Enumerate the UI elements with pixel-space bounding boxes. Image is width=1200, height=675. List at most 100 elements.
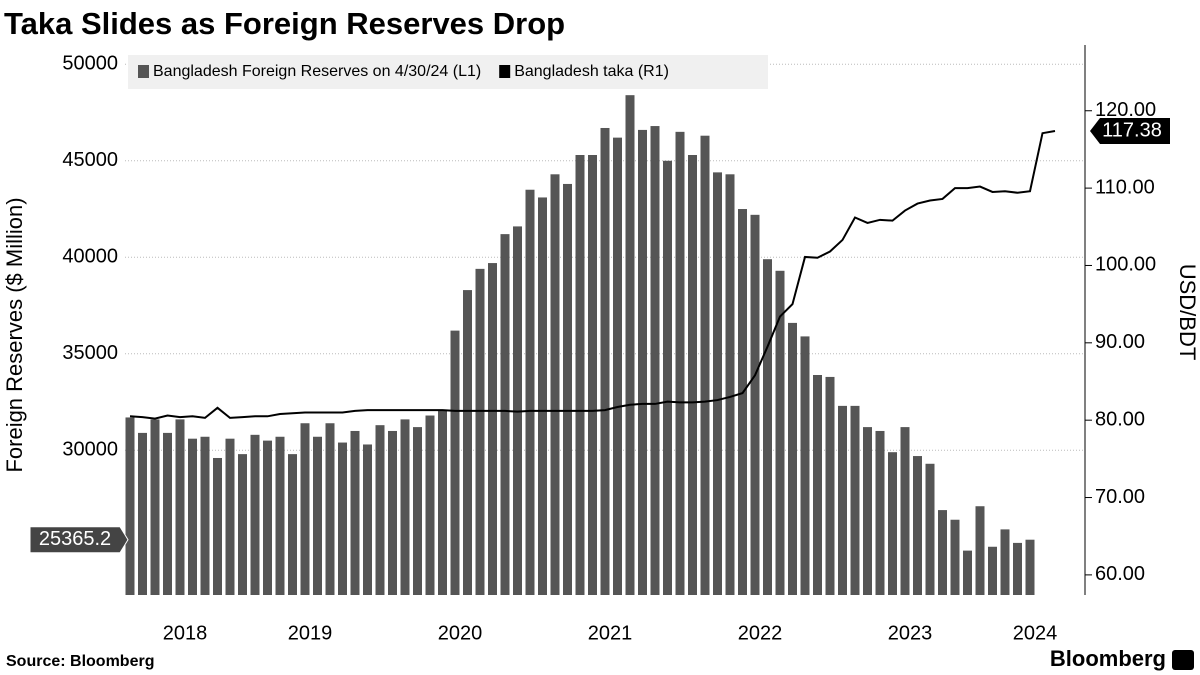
last-value-label: 117.38: [1102, 119, 1162, 141]
bar: [738, 209, 747, 595]
bar: [500, 234, 510, 595]
bar: [138, 432, 147, 595]
x-tick-label: 2020: [438, 622, 483, 644]
bar: [650, 126, 660, 595]
y-tick-label: 35000: [62, 342, 118, 364]
chart-title: Taka Slides as Foreign Reserves Drop: [4, 6, 565, 41]
bar: [550, 174, 560, 595]
bar: [250, 434, 260, 595]
bar: [825, 376, 835, 595]
bar: [125, 417, 135, 595]
bar: [675, 131, 685, 595]
bar: [313, 436, 322, 595]
brand-icon: [1172, 650, 1194, 670]
x-tick-label: 2018: [163, 622, 208, 644]
bar: [838, 405, 847, 595]
bar: [888, 452, 897, 595]
bar: [150, 419, 160, 595]
bar: [913, 456, 922, 595]
y-tick-label: 30000: [62, 439, 118, 461]
bar: [900, 427, 910, 595]
bar: [188, 438, 197, 595]
bar: [325, 423, 335, 595]
y2-axis-label: USD/BDT: [1175, 264, 1200, 361]
bar: [388, 430, 397, 595]
bar: [800, 336, 810, 595]
bar: [788, 322, 797, 595]
y-tick-label: 40000: [62, 246, 118, 268]
bar: [300, 423, 310, 595]
bar: [850, 405, 860, 595]
bar: [938, 510, 947, 595]
y2-tick-label: 70.00: [1095, 486, 1145, 508]
bar: [1000, 529, 1010, 595]
bar: [950, 519, 960, 595]
legend-label: Bangladesh Foreign Reserves on 4/30/24 (…: [153, 63, 481, 80]
bar: [588, 155, 597, 595]
bar: [925, 463, 935, 595]
y2-tick-label: 90.00: [1095, 331, 1145, 353]
bar: [625, 95, 635, 595]
bar: [688, 155, 697, 595]
y2-tick-label: 100.00: [1095, 254, 1156, 276]
bar: [988, 546, 997, 595]
bar: [863, 427, 872, 595]
bar: [638, 129, 647, 595]
bar: [613, 137, 622, 595]
bar: [288, 454, 297, 595]
bar: [413, 427, 422, 595]
last-value-box: [29, 526, 129, 554]
bar: [600, 127, 610, 595]
x-tick-label: 2024: [1013, 622, 1058, 644]
bar: [975, 506, 985, 595]
bar: [375, 425, 385, 595]
bar: [538, 197, 547, 595]
legend-label: Bangladesh taka (R1): [514, 63, 669, 80]
legend-swatch: [138, 65, 149, 78]
line: [129, 130, 1056, 420]
bar: [425, 415, 435, 595]
legend-box: [128, 55, 768, 89]
bar: [438, 409, 447, 595]
y-tick-label: 50000: [62, 53, 118, 75]
y2-tick-label: 110.00: [1095, 176, 1155, 198]
bar: [463, 290, 472, 595]
brand: Bloomberg: [1050, 646, 1166, 671]
x-tick-label: 2021: [588, 622, 633, 644]
bar: [763, 259, 772, 595]
legend-swatch: [499, 65, 511, 78]
bar: [213, 457, 222, 595]
x-tick-label: 2019: [288, 622, 333, 644]
bar: [225, 438, 235, 595]
bar: [163, 432, 172, 595]
bar: [363, 444, 372, 595]
bar: [338, 442, 347, 595]
bar: [175, 419, 185, 595]
bar: [725, 174, 735, 595]
last-value-box: [1090, 118, 1170, 145]
bar: [450, 330, 460, 595]
bar: [525, 189, 535, 595]
bar: [813, 375, 822, 595]
bar: [275, 436, 285, 595]
bar: [775, 270, 785, 595]
bar: [488, 263, 497, 595]
bar: [575, 155, 585, 595]
bar: [750, 214, 760, 595]
bar: [263, 440, 272, 595]
x-tick-label: 2023: [888, 622, 933, 644]
bar: [563, 183, 572, 595]
bar: [875, 430, 885, 595]
bar: [963, 550, 972, 595]
y-axis-label: Foreign Reserves ($ Million): [2, 197, 27, 472]
y2-tick-label: 120.00: [1095, 99, 1156, 121]
x-tick-label: 2022: [738, 622, 783, 644]
bar: [663, 160, 672, 595]
bar: [713, 172, 722, 596]
bar: [400, 419, 410, 595]
bar: [200, 436, 210, 595]
y2-tick-label: 80.00: [1095, 408, 1145, 430]
y2-tick-label: 60.00: [1095, 563, 1145, 585]
last-value-label: 25365.2: [39, 528, 111, 550]
